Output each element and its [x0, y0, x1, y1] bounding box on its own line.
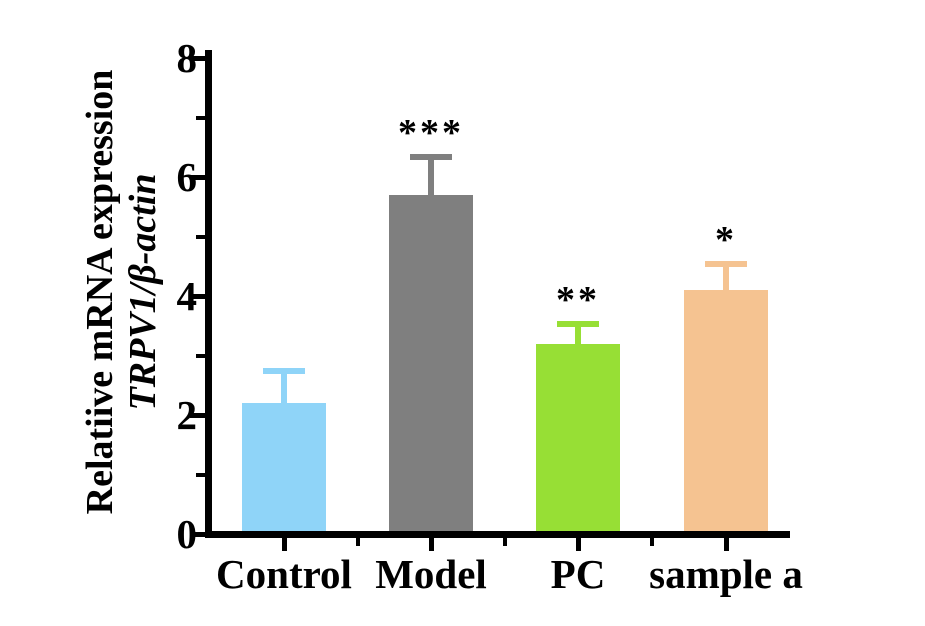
error-bar-stem-control: [281, 373, 287, 404]
y-tick-label: 8: [176, 35, 198, 81]
error-bar-cap-model: [410, 154, 452, 161]
error-bar-stem-pc: [575, 325, 581, 344]
y-major-tick: [190, 293, 205, 299]
y-minor-tick: [196, 353, 205, 358]
x-minor-tick: [355, 538, 360, 546]
x-category-label-model: Model: [375, 551, 487, 597]
x-minor-tick: [502, 538, 507, 546]
x-major-tick: [575, 538, 581, 551]
error-bar-stem-model: [428, 159, 434, 195]
error-bar-cap-sample-a: [705, 261, 747, 268]
x-category-label-pc: PC: [550, 551, 606, 597]
x-axis-line: [205, 531, 790, 538]
x-major-tick: [723, 538, 729, 551]
bar-sample-a: [684, 290, 768, 531]
significance-label-sample-a: *: [715, 219, 737, 262]
y-tick-label: 2: [176, 392, 198, 438]
bar-control: [242, 403, 326, 531]
x-minor-tick: [650, 538, 654, 546]
significance-label-pc: **: [556, 278, 600, 321]
y-tick-label: 4: [176, 273, 198, 319]
bar-pc: [536, 343, 620, 531]
y-tick-label: 6: [176, 154, 198, 200]
y-axis-title-line1: Relatiive mRNA expression: [79, 69, 121, 515]
y-major-tick: [190, 412, 205, 418]
y-major-tick: [190, 174, 205, 180]
x-category-label-control: Control: [216, 551, 352, 597]
y-minor-tick: [196, 115, 205, 120]
x-major-tick: [281, 538, 287, 551]
significance-label-model: ***: [398, 112, 464, 155]
y-axis-line: [205, 50, 212, 538]
y-major-tick: [190, 531, 205, 537]
y-tick-label: 0: [176, 511, 198, 557]
y-major-tick: [190, 55, 205, 61]
bar-model: [389, 194, 473, 531]
error-bar-cap-control: [263, 368, 305, 375]
error-bar-cap-pc: [557, 320, 599, 327]
x-category-label-sample-a: sample a: [649, 551, 803, 597]
y-minor-tick: [196, 472, 205, 477]
y-minor-tick: [196, 234, 205, 239]
x-major-tick: [428, 538, 434, 551]
error-bar-stem-sample-a: [723, 266, 729, 291]
